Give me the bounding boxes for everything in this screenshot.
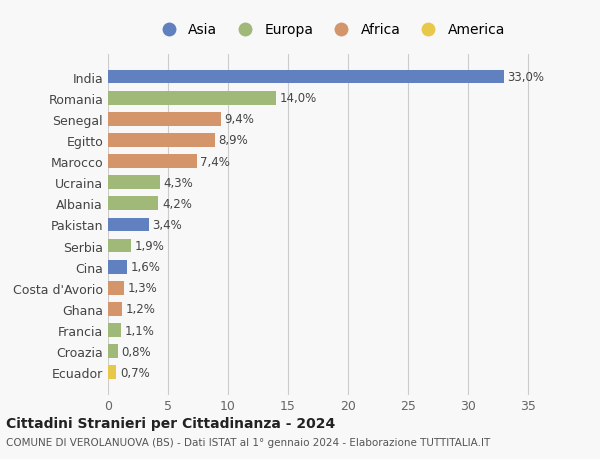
Text: 0,8%: 0,8% — [121, 345, 151, 358]
Bar — [108, 92, 276, 105]
Text: Cittadini Stranieri per Cittadinanza - 2024: Cittadini Stranieri per Cittadinanza - 2… — [6, 416, 335, 430]
Bar — [108, 197, 158, 211]
Bar — [108, 302, 122, 316]
Text: 1,9%: 1,9% — [134, 240, 164, 252]
Text: 14,0%: 14,0% — [280, 92, 317, 105]
Text: 1,6%: 1,6% — [131, 261, 161, 274]
Text: 9,4%: 9,4% — [224, 113, 254, 126]
Legend: Asia, Europa, Africa, America: Asia, Europa, Africa, America — [149, 18, 511, 43]
Text: 1,2%: 1,2% — [126, 303, 156, 316]
Text: 3,4%: 3,4% — [152, 218, 182, 231]
Bar — [108, 366, 116, 379]
Bar — [108, 324, 121, 337]
Text: COMUNE DI VEROLANUOVA (BS) - Dati ISTAT al 1° gennaio 2024 - Elaborazione TUTTIT: COMUNE DI VEROLANUOVA (BS) - Dati ISTAT … — [6, 437, 490, 447]
Text: 0,7%: 0,7% — [120, 366, 150, 379]
Bar — [108, 260, 127, 274]
Text: 1,1%: 1,1% — [125, 324, 155, 337]
Text: 4,2%: 4,2% — [162, 197, 192, 210]
Bar — [108, 112, 221, 126]
Bar — [108, 155, 197, 168]
Bar — [108, 134, 215, 147]
Bar — [108, 71, 504, 84]
Bar — [108, 281, 124, 295]
Text: 4,3%: 4,3% — [163, 176, 193, 189]
Text: 8,9%: 8,9% — [218, 134, 248, 147]
Text: 7,4%: 7,4% — [200, 155, 230, 168]
Bar — [108, 218, 149, 232]
Bar — [108, 345, 118, 358]
Text: 1,3%: 1,3% — [127, 282, 157, 295]
Text: 33,0%: 33,0% — [508, 71, 545, 84]
Bar — [108, 176, 160, 190]
Bar — [108, 239, 131, 253]
